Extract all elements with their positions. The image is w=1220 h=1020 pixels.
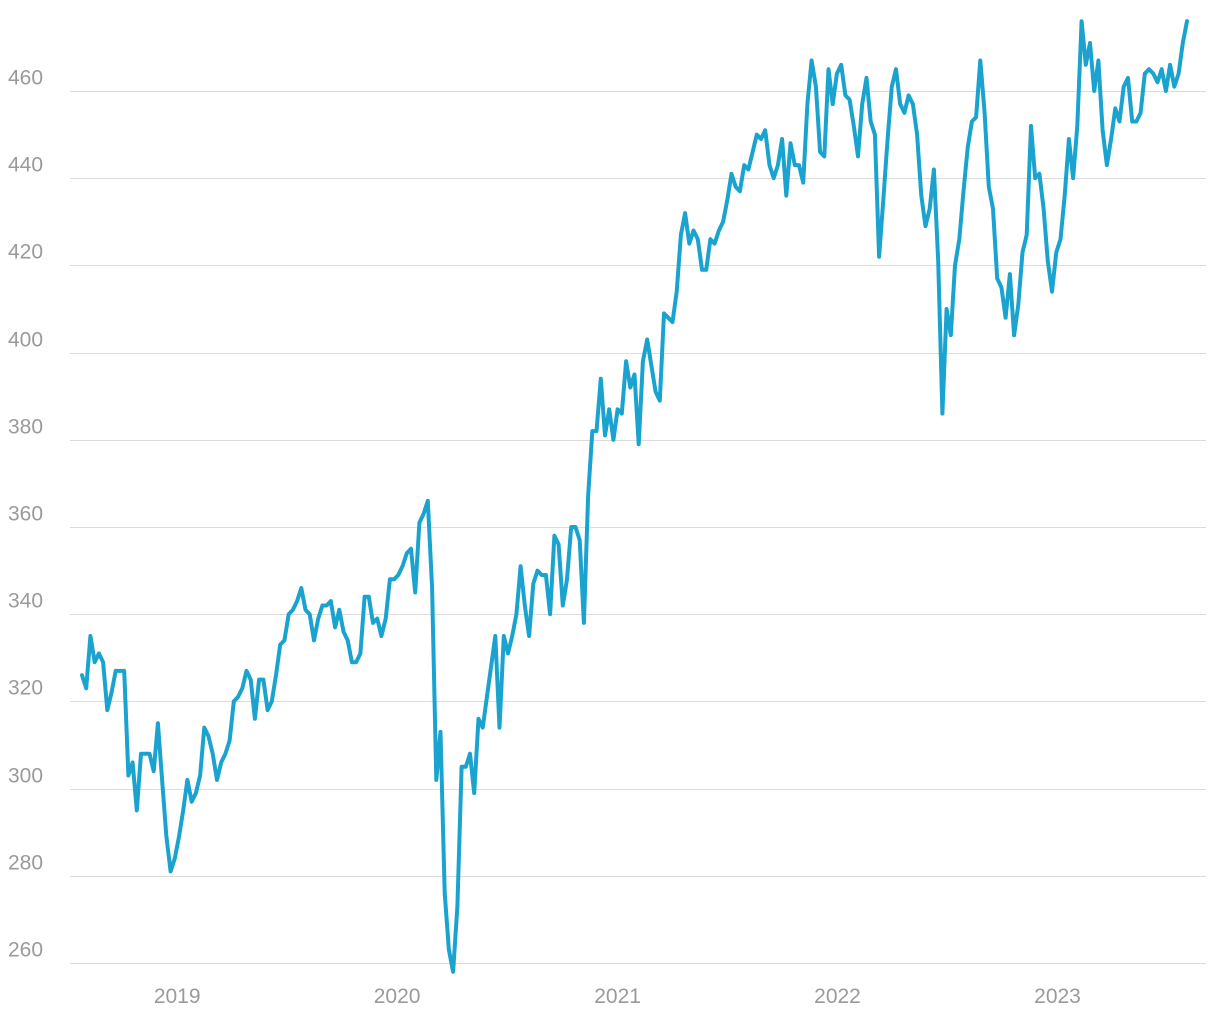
series-layer	[80, 19, 1189, 974]
y-tick-label: 440	[8, 154, 43, 177]
y-axis-tick-labels: 260 280 300 320 340 360 380 400 420 440 460	[8, 67, 43, 962]
y-tick-label: 300	[8, 765, 43, 788]
y-tick-label: 260	[8, 939, 43, 962]
x-tick-label: 2021	[594, 985, 641, 1008]
x-tick-label: 2023	[1034, 985, 1081, 1008]
x-tick-label: 2020	[374, 985, 421, 1008]
x-tick-label: 2022	[814, 985, 861, 1008]
x-axis-tick-labels: 2019 2020 2021 2022 2023	[154, 985, 1081, 1008]
y-tick-label: 400	[8, 329, 43, 352]
y-tick-label: 320	[8, 677, 43, 700]
y-gridlines	[70, 91, 1206, 964]
y-tick-label: 380	[8, 416, 43, 439]
series-line-0	[80, 19, 1189, 974]
y-tick-label: 460	[8, 67, 43, 90]
y-tick-label: 340	[8, 590, 43, 613]
y-tick-label: 280	[8, 852, 43, 875]
y-tick-label: 420	[8, 241, 43, 264]
x-tick-label: 2019	[154, 985, 201, 1008]
y-tick-label: 360	[8, 503, 43, 526]
